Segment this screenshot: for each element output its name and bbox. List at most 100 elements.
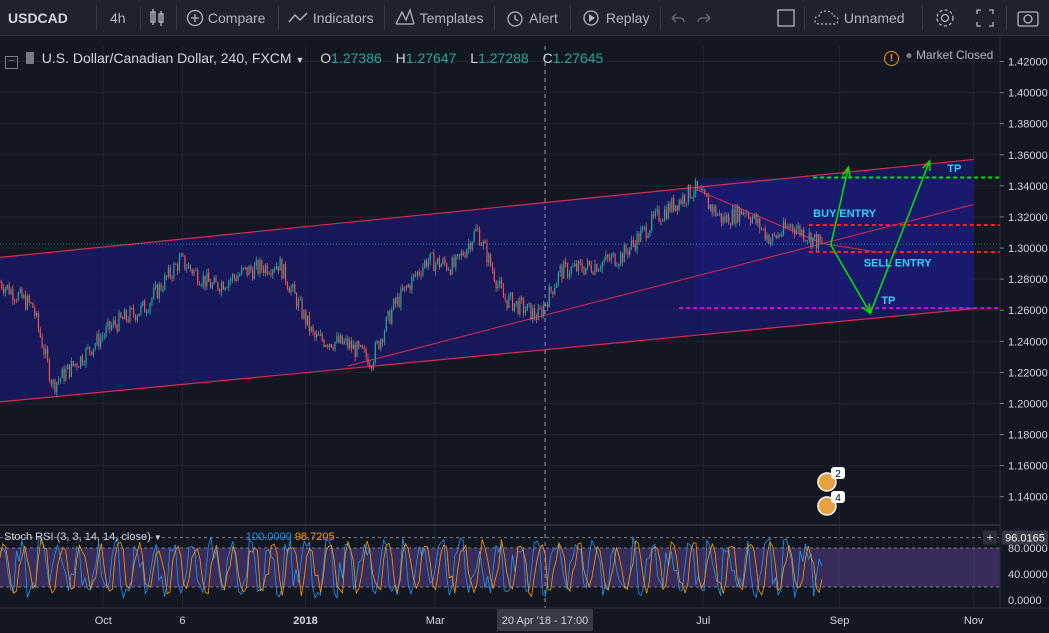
candle-body: [87, 346, 89, 349]
stoch-title[interactable]: Stoch RSI (3, 3, 14, 14, close): [4, 531, 151, 543]
candle-body: [127, 319, 129, 322]
candle-body: [103, 335, 105, 337]
candle-body: [753, 214, 755, 218]
candle-body: [160, 284, 162, 290]
layout-menu-button[interactable]: Unnamed: [814, 0, 905, 36]
candle-body: [720, 212, 722, 223]
candle-body: [539, 308, 541, 310]
candle-body: [777, 234, 779, 239]
channel-upper-line[interactable]: [0, 158, 974, 258]
candle-body: [231, 274, 234, 280]
channel-lower-line[interactable]: [0, 308, 974, 403]
snapshot-button[interactable]: [1016, 0, 1040, 36]
candle-body: [257, 260, 259, 274]
gear-icon: [936, 9, 954, 27]
stoch-k-value: 100.0000: [245, 531, 292, 543]
arrow-line[interactable]: [869, 160, 931, 314]
candle-body: [383, 331, 386, 343]
event-count-label: 2: [835, 469, 841, 480]
candle-body: [213, 278, 215, 284]
alert-button[interactable]: Alert: [504, 0, 558, 36]
candle-body: [599, 268, 602, 270]
arrow-line[interactable]: [830, 244, 871, 314]
replay-button[interactable]: Replay: [580, 0, 649, 36]
candle-body: [402, 288, 404, 291]
candle-body: [74, 363, 76, 366]
candle-body: [790, 224, 792, 228]
candle-body: [98, 333, 100, 347]
add-indicator-button[interactable]: [983, 530, 997, 545]
candle-body: [499, 280, 501, 285]
candle-body: [717, 214, 719, 216]
stoch-tick-label: 40.0000: [1008, 569, 1048, 581]
compare-button[interactable]: Compare: [186, 0, 265, 36]
wedge-tail-line[interactable]: [821, 242, 882, 254]
legend-title[interactable]: U.S. Dollar/Canadian Dollar, 240, FXCM: [41, 50, 292, 66]
candle-body: [131, 308, 133, 309]
candle-body: [57, 380, 60, 383]
candle-body: [764, 228, 766, 240]
candle-body: [738, 208, 741, 223]
candle-body: [264, 265, 267, 274]
symbol-search[interactable]: USDCAD: [8, 10, 68, 26]
candle-body: [299, 299, 301, 301]
candle-body: [28, 295, 30, 303]
candle-body: [819, 234, 821, 242]
candle-body: [605, 254, 607, 261]
candle-body: [305, 310, 307, 325]
close-label: C: [542, 50, 553, 66]
candle-body: [524, 310, 527, 314]
candle-body: [488, 254, 490, 263]
toolbar-divider: [1006, 6, 1007, 30]
candle-body: [770, 240, 772, 244]
redo-icon: [697, 13, 711, 23]
price-chart[interactable]: 1.345401.314841.302521.297441.26131BUY E…: [0, 36, 1049, 633]
toolbar-divider: [570, 6, 571, 30]
candle-body: [321, 333, 323, 341]
candle-body: [83, 363, 85, 365]
candle-body: [550, 286, 552, 292]
candle-body: [649, 230, 651, 236]
chart-style-button[interactable]: [148, 0, 168, 36]
candle-body: [568, 274, 570, 277]
chevron-down-icon[interactable]: ▼: [295, 55, 305, 65]
candle-body: [528, 303, 530, 305]
cloud-icon: [814, 10, 839, 25]
candle-body: [222, 282, 224, 290]
indicators-button[interactable]: Indicators: [287, 0, 374, 36]
candle-body: [235, 277, 237, 281]
candle-body: [275, 266, 278, 270]
candle-body: [598, 269, 600, 272]
candle-body: [369, 365, 371, 367]
candle-body: [554, 287, 556, 295]
undo-button[interactable]: [668, 0, 686, 36]
candle-body: [145, 312, 148, 313]
templates-button[interactable]: Templates: [394, 0, 483, 36]
candle-body: [263, 269, 265, 274]
candle-body: [198, 283, 201, 286]
candle-body: [424, 260, 426, 268]
candle-body: [17, 292, 19, 301]
stoch-action-icons[interactable]: [169, 530, 239, 542]
chevron-down-icon[interactable]: ▼: [153, 533, 162, 542]
fullscreen-toggle[interactable]: [776, 0, 796, 36]
candle-body: [755, 214, 757, 224]
candle-body: [41, 336, 43, 348]
arrow-line[interactable]: [830, 167, 850, 246]
collapse-legend-button[interactable]: −: [5, 56, 18, 69]
candle-body: [438, 258, 440, 268]
candle-body: [616, 265, 618, 267]
candle-body: [729, 224, 732, 226]
candle-body: [202, 275, 204, 286]
redo-button[interactable]: [696, 0, 714, 36]
toolbar-divider: [660, 6, 661, 30]
candle-body: [700, 188, 702, 192]
candle-body: [433, 252, 435, 272]
expand-button[interactable]: [974, 0, 996, 36]
candle-body: [652, 213, 655, 217]
price-axis[interactable]: [1000, 36, 1049, 608]
settings-button[interactable]: [934, 0, 956, 36]
inner-trendline[interactable]: [347, 204, 974, 367]
interval-button[interactable]: 4h: [110, 10, 126, 26]
candle-body: [403, 286, 406, 291]
